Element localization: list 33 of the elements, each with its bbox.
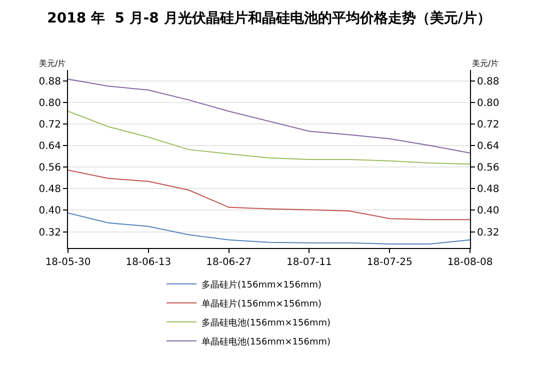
y2-tick-label: 0.48 [477,184,500,196]
y2-tick-label: 0.64 [477,141,500,152]
line-series [68,78,470,154]
y-tick-label: 0.40 [38,206,61,217]
x-tick-label: 18-07-11 [286,257,332,268]
legend-label: 单晶硅片(156mm×156mm) [202,298,322,310]
legend-label: 多晶硅电池(156mm×156mm) [202,317,330,328]
y-tick-label: 0.72 [38,119,61,130]
line-series [68,170,470,220]
x-tick-label: 18-06-27 [206,257,252,268]
x-tick-label: 18-05-30 [45,257,91,268]
line-series [68,212,470,244]
x-tick-label: 18-08-08 [447,257,493,268]
y2-tick-label: 0.80 [477,98,500,109]
y2-tick-label: 0.40 [477,206,500,217]
y-axis-title: 美元/片 [39,59,66,68]
legend-label: 多晶硅片(156mm×156mm) [202,279,322,290]
y2-axis-title: 美元/片 [472,59,499,68]
x-tick-label: 18-06-13 [126,257,172,268]
legend-label: 单晶硅电池(156mm×156mm) [202,336,330,348]
chart-title: 2018 年 5 月-8 月光伏晶硅片和晶硅电池的平均价格走势（美元/片） [47,10,491,27]
y2-tick-label: 0.32 [477,227,500,238]
y2-tick-label: 0.72 [477,119,500,130]
y-tick-label: 0.80 [38,98,61,109]
y-tick-label: 0.48 [38,184,61,196]
y2-tick-label: 0.56 [477,162,500,174]
y-tick-label: 0.56 [38,162,61,174]
y-tick-label: 0.64 [38,141,61,152]
y2-tick-label: 0.88 [477,76,500,88]
y-tick-label: 0.32 [38,227,61,238]
x-tick-label: 18-07-25 [366,257,412,268]
line-series [68,110,470,165]
y-tick-label: 0.88 [38,76,61,88]
